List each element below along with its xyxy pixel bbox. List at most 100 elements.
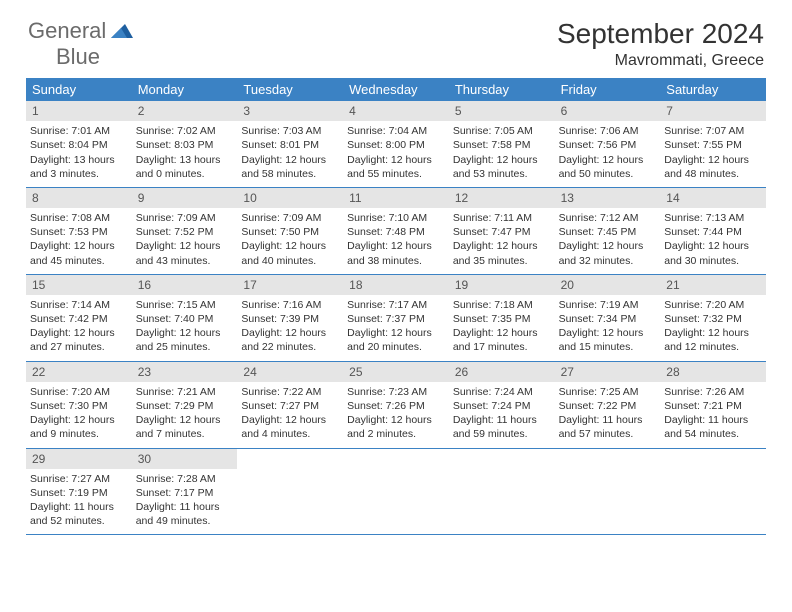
day-dl2: and 49 minutes. bbox=[136, 514, 234, 528]
day-sunrise: Sunrise: 7:15 AM bbox=[136, 298, 234, 312]
day-sunset: Sunset: 7:50 PM bbox=[241, 225, 339, 239]
day-dl1: Daylight: 11 hours bbox=[30, 500, 128, 514]
title-block: September 2024 Mavrommati, Greece bbox=[557, 18, 764, 70]
day-number: 11 bbox=[343, 188, 449, 208]
day-number: 1 bbox=[26, 101, 132, 121]
day-header: Tuesday bbox=[237, 78, 343, 101]
day-cell: 11Sunrise: 7:10 AMSunset: 7:48 PMDayligh… bbox=[343, 188, 449, 274]
day-header: Wednesday bbox=[343, 78, 449, 101]
day-sunset: Sunset: 7:17 PM bbox=[136, 486, 234, 500]
day-dl2: and 40 minutes. bbox=[241, 254, 339, 268]
day-sunset: Sunset: 7:44 PM bbox=[664, 225, 762, 239]
day-cell: 14Sunrise: 7:13 AMSunset: 7:44 PMDayligh… bbox=[660, 188, 766, 274]
day-header: Saturday bbox=[660, 78, 766, 101]
day-number: 10 bbox=[237, 188, 343, 208]
day-cell: 22Sunrise: 7:20 AMSunset: 7:30 PMDayligh… bbox=[26, 362, 132, 448]
day-sunrise: Sunrise: 7:18 AM bbox=[453, 298, 551, 312]
day-number: 29 bbox=[26, 449, 132, 469]
day-number: 12 bbox=[449, 188, 555, 208]
day-sunset: Sunset: 7:35 PM bbox=[453, 312, 551, 326]
logo: General Blue bbox=[28, 18, 133, 70]
day-sunset: Sunset: 7:22 PM bbox=[559, 399, 657, 413]
day-dl2: and 0 minutes. bbox=[136, 167, 234, 181]
day-number: 5 bbox=[449, 101, 555, 121]
day-dl2: and 55 minutes. bbox=[347, 167, 445, 181]
day-sunset: Sunset: 7:39 PM bbox=[241, 312, 339, 326]
day-sunrise: Sunrise: 7:09 AM bbox=[136, 211, 234, 225]
day-sunrise: Sunrise: 7:22 AM bbox=[241, 385, 339, 399]
day-dl2: and 15 minutes. bbox=[559, 340, 657, 354]
day-sunrise: Sunrise: 7:12 AM bbox=[559, 211, 657, 225]
day-number: 8 bbox=[26, 188, 132, 208]
day-sunset: Sunset: 7:45 PM bbox=[559, 225, 657, 239]
day-sunset: Sunset: 8:04 PM bbox=[30, 138, 128, 152]
day-dl2: and 22 minutes. bbox=[241, 340, 339, 354]
day-sunrise: Sunrise: 7:03 AM bbox=[241, 124, 339, 138]
calendar: Sunday Monday Tuesday Wednesday Thursday… bbox=[0, 78, 792, 535]
day-cell: 1Sunrise: 7:01 AMSunset: 8:04 PMDaylight… bbox=[26, 101, 132, 187]
day-number: 21 bbox=[660, 275, 766, 295]
day-dl1: Daylight: 12 hours bbox=[453, 239, 551, 253]
day-number: 6 bbox=[555, 101, 661, 121]
day-dl1: Daylight: 12 hours bbox=[30, 413, 128, 427]
day-sunset: Sunset: 7:21 PM bbox=[664, 399, 762, 413]
day-dl2: and 9 minutes. bbox=[30, 427, 128, 441]
day-cell: 2Sunrise: 7:02 AMSunset: 8:03 PMDaylight… bbox=[132, 101, 238, 187]
day-cell: 12Sunrise: 7:11 AMSunset: 7:47 PMDayligh… bbox=[449, 188, 555, 274]
day-headers-row: Sunday Monday Tuesday Wednesday Thursday… bbox=[26, 78, 766, 101]
day-dl1: Daylight: 12 hours bbox=[30, 239, 128, 253]
day-dl1: Daylight: 12 hours bbox=[241, 153, 339, 167]
day-dl2: and 30 minutes. bbox=[664, 254, 762, 268]
day-number: 2 bbox=[132, 101, 238, 121]
day-sunset: Sunset: 7:27 PM bbox=[241, 399, 339, 413]
day-dl2: and 2 minutes. bbox=[347, 427, 445, 441]
day-header: Monday bbox=[132, 78, 238, 101]
day-cell: 17Sunrise: 7:16 AMSunset: 7:39 PMDayligh… bbox=[237, 275, 343, 361]
day-dl2: and 52 minutes. bbox=[30, 514, 128, 528]
day-header: Friday bbox=[555, 78, 661, 101]
day-dl2: and 54 minutes. bbox=[664, 427, 762, 441]
day-cell: 18Sunrise: 7:17 AMSunset: 7:37 PMDayligh… bbox=[343, 275, 449, 361]
day-sunrise: Sunrise: 7:19 AM bbox=[559, 298, 657, 312]
day-sunrise: Sunrise: 7:06 AM bbox=[559, 124, 657, 138]
day-cell: 24Sunrise: 7:22 AMSunset: 7:27 PMDayligh… bbox=[237, 362, 343, 448]
day-number: 7 bbox=[660, 101, 766, 121]
day-number: 15 bbox=[26, 275, 132, 295]
day-sunrise: Sunrise: 7:20 AM bbox=[30, 385, 128, 399]
day-number: 25 bbox=[343, 362, 449, 382]
location: Mavrommati, Greece bbox=[557, 52, 764, 70]
day-sunrise: Sunrise: 7:26 AM bbox=[664, 385, 762, 399]
day-sunset: Sunset: 7:24 PM bbox=[453, 399, 551, 413]
day-dl2: and 48 minutes. bbox=[664, 167, 762, 181]
day-dl1: Daylight: 12 hours bbox=[136, 239, 234, 253]
day-cell: 7Sunrise: 7:07 AMSunset: 7:55 PMDaylight… bbox=[660, 101, 766, 187]
day-sunrise: Sunrise: 7:28 AM bbox=[136, 472, 234, 486]
day-dl2: and 7 minutes. bbox=[136, 427, 234, 441]
logo-text-gray: General bbox=[28, 18, 106, 43]
day-sunset: Sunset: 8:00 PM bbox=[347, 138, 445, 152]
day-sunset: Sunset: 7:55 PM bbox=[664, 138, 762, 152]
day-dl1: Daylight: 12 hours bbox=[559, 239, 657, 253]
day-cell: 30Sunrise: 7:28 AMSunset: 7:17 PMDayligh… bbox=[132, 449, 238, 535]
week-row: 22Sunrise: 7:20 AMSunset: 7:30 PMDayligh… bbox=[26, 362, 766, 449]
day-dl1: Daylight: 12 hours bbox=[664, 326, 762, 340]
day-dl1: Daylight: 12 hours bbox=[30, 326, 128, 340]
day-dl2: and 50 minutes. bbox=[559, 167, 657, 181]
day-cell bbox=[660, 449, 766, 535]
week-row: 8Sunrise: 7:08 AMSunset: 7:53 PMDaylight… bbox=[26, 188, 766, 275]
day-dl1: Daylight: 12 hours bbox=[347, 239, 445, 253]
day-dl2: and 43 minutes. bbox=[136, 254, 234, 268]
header: General Blue September 2024 Mavrommati, … bbox=[0, 0, 792, 78]
day-cell: 20Sunrise: 7:19 AMSunset: 7:34 PMDayligh… bbox=[555, 275, 661, 361]
day-number: 16 bbox=[132, 275, 238, 295]
day-cell: 19Sunrise: 7:18 AMSunset: 7:35 PMDayligh… bbox=[449, 275, 555, 361]
day-dl1: Daylight: 12 hours bbox=[559, 153, 657, 167]
day-dl1: Daylight: 12 hours bbox=[241, 239, 339, 253]
weeks-container: 1Sunrise: 7:01 AMSunset: 8:04 PMDaylight… bbox=[26, 101, 766, 535]
day-cell: 28Sunrise: 7:26 AMSunset: 7:21 PMDayligh… bbox=[660, 362, 766, 448]
day-dl2: and 17 minutes. bbox=[453, 340, 551, 354]
day-header: Sunday bbox=[26, 78, 132, 101]
day-sunrise: Sunrise: 7:14 AM bbox=[30, 298, 128, 312]
day-dl1: Daylight: 12 hours bbox=[664, 239, 762, 253]
day-dl1: Daylight: 11 hours bbox=[559, 413, 657, 427]
